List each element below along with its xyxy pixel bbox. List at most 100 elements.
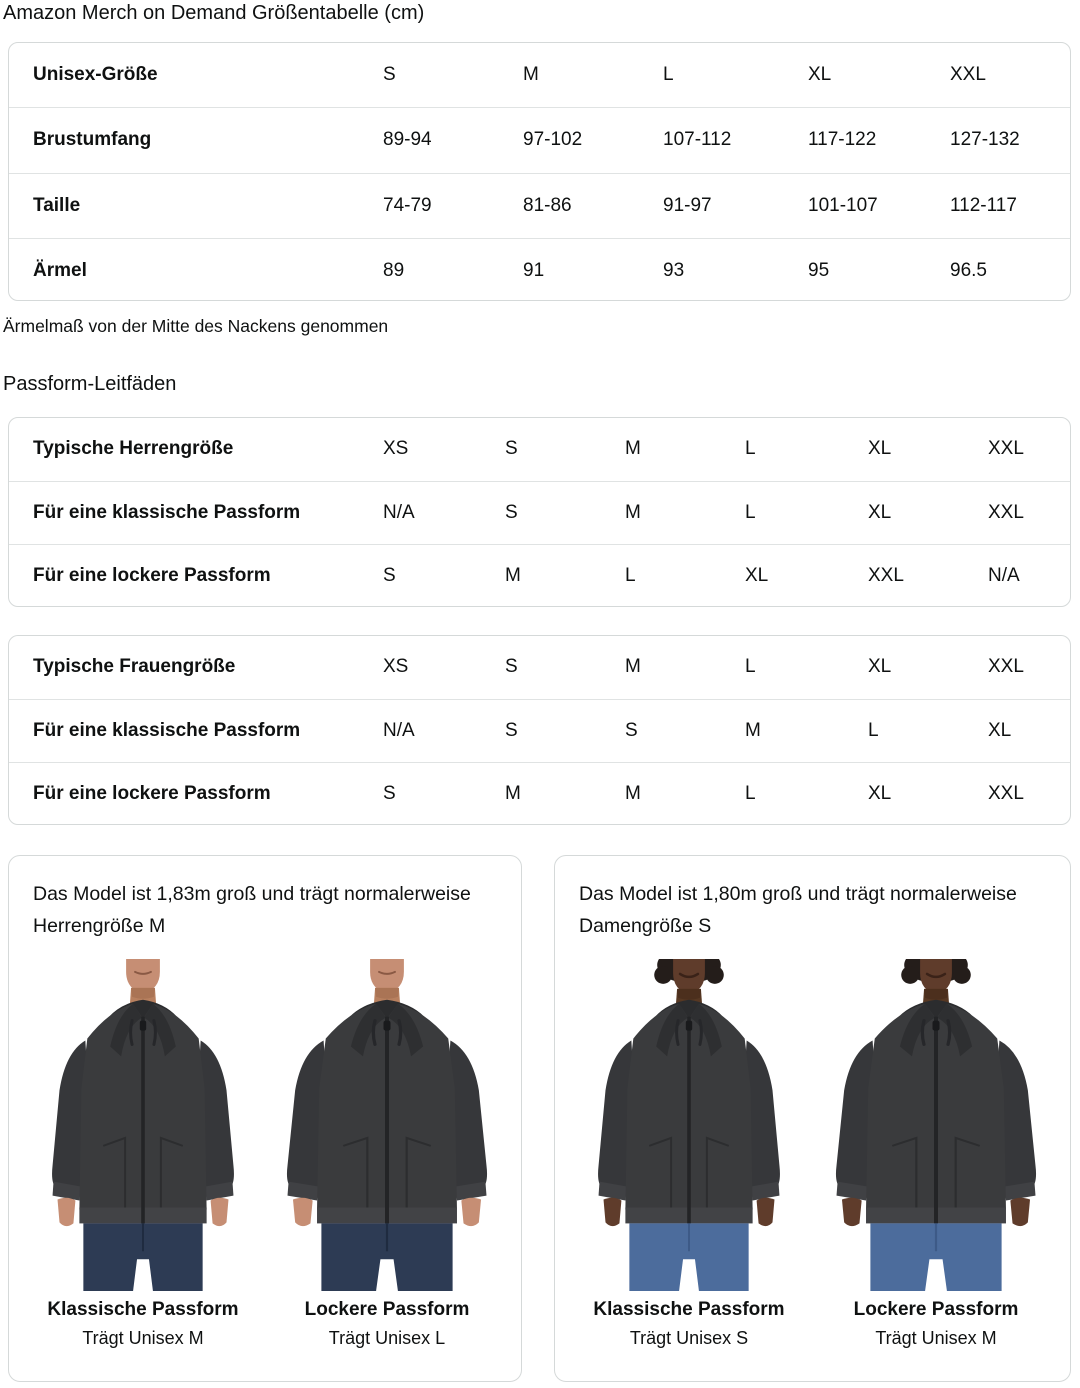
model-figure: Lockere Passform Trägt Unisex M [820,959,1052,1349]
table-row: Typische Herrengröße XS S M L XL XXL [9,418,1070,481]
table-cell: L [745,783,756,805]
table-cell: XL [868,656,892,678]
model-description: Das Model ist 1,80m groß und trägt norma… [579,883,1017,937]
table-row: Für eine klassische Passform N/A S S M L… [9,698,1070,763]
model-figure: Klassische Passform Trägt Unisex S [573,959,805,1349]
fit-label: Lockere Passform [853,1299,1019,1320]
table-row: Brustumfang 89-94 97-102 107-112 117-122… [9,107,1070,172]
table-cell: M [505,783,521,805]
model-figure: Klassische Passform Trägt Unisex M [27,959,259,1349]
table-cell: XXL [988,783,1024,805]
table-cell: 101-107 [808,194,878,216]
table-cell: L [868,719,879,741]
wears-label: Trägt Unisex L [328,1328,446,1348]
table-row: Für eine lockere Passform S M L XL XXL N… [9,544,1070,606]
table-cell: 127-132 [950,129,1020,151]
row-label: Brustumfang [33,129,152,151]
fit-guides-heading: Passform-Leitfäden [3,373,177,395]
model-photo-male-loose-fit [286,959,488,1291]
table-cell: 107-112 [663,129,732,151]
table-cell: M [625,656,641,678]
table-cell: S [505,656,518,678]
table-cell: L [745,656,756,678]
table-row: Unisex-Größe S M L XL XXL [9,43,1070,107]
wears-label: Trägt Unisex M [82,1328,204,1348]
row-label: Typische Herrengröße [33,438,234,460]
table-cell: 81-86 [523,194,572,216]
model-photo-female-loose-fit [835,959,1037,1291]
model-photo-female-classic-fit [598,959,780,1291]
row-label: Für eine lockere Passform [33,565,271,587]
table-row: Taille 74-79 81-86 91-97 101-107 112-117 [9,172,1070,238]
table-cell: XS [383,656,409,678]
row-label: Für eine lockere Passform [33,783,271,805]
table-cell: N/A [383,719,415,741]
table-cell: S [625,719,638,741]
mens-model-card: Das Model ist 1,83m groß und trägt norma… [8,855,522,1382]
table-row: Für eine lockere Passform S M M L XL XXL [9,762,1070,824]
table-cell: 112-117 [950,194,1017,216]
row-label: Taille [33,194,81,216]
mens-fit-table: Typische Herrengröße XS S M L XL XXL Für… [8,417,1071,607]
wears-label: Trägt Unisex S [629,1328,749,1348]
sleeve-measure-note: Ärmelmaß von der Mitte des Nackens genom… [3,316,389,336]
table-cell: M [625,438,641,460]
page-title: Amazon Merch on Demand Größentabelle (cm… [3,2,425,24]
table-cell: M [523,64,539,86]
table-cell: 91-97 [663,194,712,216]
table-cell: S [383,783,396,805]
model-figure: Lockere Passform Trägt Unisex L [271,959,503,1349]
table-cell: M [625,501,641,523]
row-label: Ärmel [33,259,87,281]
row-label: Typische Frauengröße [33,656,236,678]
fit-label: Lockere Passform [304,1299,470,1320]
table-cell: XL [868,501,892,523]
table-cell: S [383,64,396,86]
row-label: Für eine klassische Passform [33,501,301,523]
wears-label: Trägt Unisex M [875,1328,997,1348]
model-figures: Klassische Passform Trägt Unisex S [571,959,1054,1349]
table-cell: L [625,565,636,587]
model-figures: Klassische Passform Trägt Unisex M [25,959,505,1349]
table-cell: 89-94 [383,129,432,151]
table-cell: XL [808,64,832,86]
table-row: Typische Frauengröße XS S M L XL XXL [9,636,1070,699]
table-cell: N/A [988,565,1020,587]
row-label: Für eine klassische Passform [33,719,301,741]
table-cell: XXL [868,565,904,587]
table-cell: 91 [523,259,545,281]
fit-label: Klassische Passform [47,1299,239,1320]
table-cell: M [625,783,641,805]
womens-fit-table: Typische Frauengröße XS S M L XL XXL Für… [8,635,1071,825]
table-cell: 117-122 [808,129,877,151]
size-table: Unisex-Größe S M L XL XXL Brustumfang 89… [8,42,1071,301]
table-cell: M [505,565,521,587]
table-row: Für eine klassische Passform N/A S M L X… [9,480,1070,545]
table-cell: XL [745,565,769,587]
table-cell: 74-79 [383,194,432,216]
table-cell: L [745,501,756,523]
table-cell: XL [868,438,892,460]
row-label: Unisex-Größe [33,64,158,86]
table-cell: S [505,719,518,741]
table-cell: XL [988,719,1012,741]
table-cell: S [505,438,518,460]
table-cell: XL [868,783,892,805]
fit-label: Klassische Passform [593,1299,785,1320]
table-cell: 93 [663,259,685,281]
table-cell: M [745,719,761,741]
model-photo-male-classic-fit [52,959,234,1291]
table-cell: XXL [988,438,1024,460]
table-cell: N/A [383,501,415,523]
table-cell: XS [383,438,409,460]
table-cell: 89 [383,259,405,281]
table-cell: S [383,565,396,587]
womens-model-card: Das Model ist 1,80m groß und trägt norma… [554,855,1071,1382]
table-cell: L [745,438,756,460]
table-cell: XXL [950,64,986,86]
table-cell: L [663,64,674,86]
table-cell: 96.5 [950,259,987,281]
table-cell: S [505,501,518,523]
model-description: Das Model ist 1,83m groß und trägt norma… [33,883,471,937]
